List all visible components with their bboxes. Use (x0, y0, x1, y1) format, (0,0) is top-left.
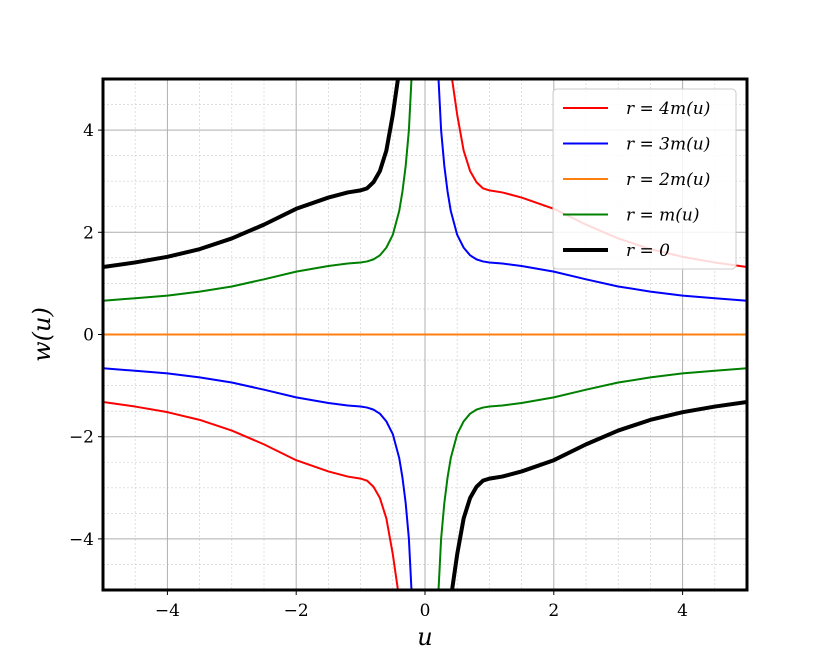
ticks: −4 −2 0 2 4 −4 −2 0 2 4 (69, 121, 688, 621)
y-axis-label: w(u) (28, 307, 56, 362)
series-line-3-branch-0 (103, 79, 413, 302)
series-line-3-branch-1 (437, 367, 747, 590)
x-tick-label: 0 (420, 601, 431, 621)
legend-label: r = 3m(u) (626, 135, 710, 155)
x-tick-label: 2 (548, 601, 559, 621)
x-tick-label: −2 (284, 601, 309, 621)
legend-label: r = 4m(u) (626, 99, 710, 119)
series-line-1-branch-0 (437, 79, 747, 302)
legend-label: r = 0 (626, 241, 670, 261)
series-line-1-branch-1 (103, 367, 413, 590)
legend: r = 4m(u) r = 3m(u) r = 2m(u) r = m(u) r = 0 (552, 88, 737, 270)
y-tick-label: −4 (69, 530, 94, 550)
legend-box (552, 88, 737, 270)
series-line-4-branch-0 (103, 79, 400, 270)
legend-label: r = m(u) (626, 206, 700, 226)
y-tick-label: −2 (69, 428, 94, 448)
legend-label: r = 2m(u) (626, 170, 710, 190)
x-tick-label: −4 (155, 601, 180, 621)
y-tick-label: 0 (83, 326, 94, 346)
series-line-4-branch-1 (450, 399, 747, 590)
x-axis-label: u (417, 623, 432, 651)
x-tick-label: 4 (677, 601, 688, 621)
y-tick-label: 2 (83, 223, 94, 243)
y-tick-label: 4 (83, 121, 94, 141)
series-line-0-branch-1 (103, 400, 399, 590)
